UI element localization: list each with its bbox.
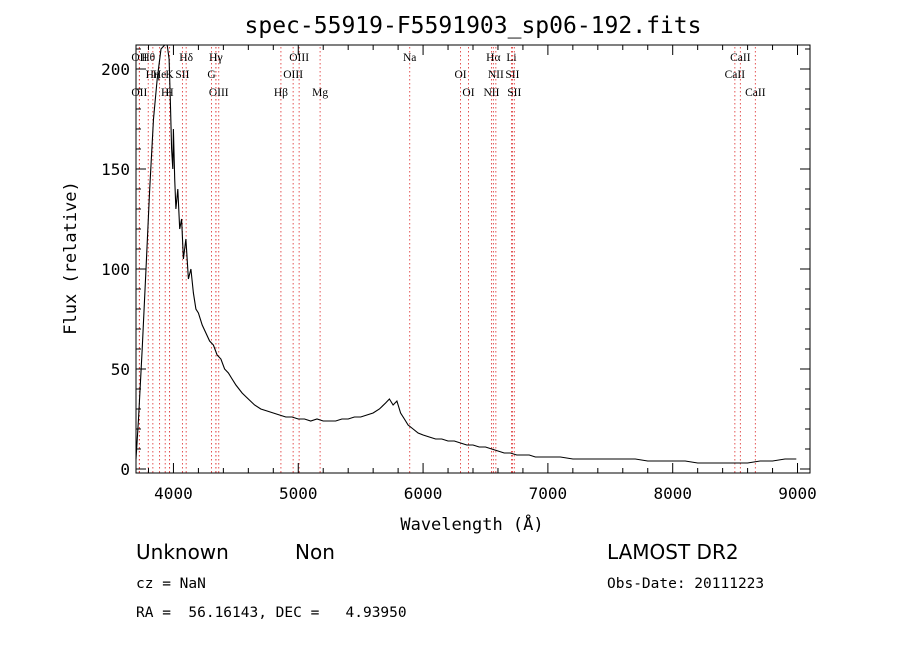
spectral-line-label: H <box>161 87 169 99</box>
spectral-line-label: Hα <box>486 52 500 64</box>
axes: 4000 5000 6000 7000 8000 9000 0 50 100 150 200 <box>101 44 817 503</box>
spectral-line-label: Hγ <box>209 52 222 64</box>
spectral-line-label: NII <box>483 87 499 99</box>
y-tick-label: 200 <box>101 60 130 79</box>
x-tick-label: 5000 <box>279 484 318 503</box>
spectral-line-label: Hθ <box>141 52 155 64</box>
x-tick-label: 9000 <box>778 484 817 503</box>
spectral-line-label: OII <box>131 87 147 99</box>
spectral-line-label: SII <box>507 87 521 99</box>
spectral-line-label: CaII <box>730 52 751 64</box>
spectral-line-label: OIII <box>283 69 303 81</box>
spectral-line-label: He <box>153 69 166 81</box>
spectral-line-label: OI <box>454 69 466 81</box>
spectral-line-label: G <box>207 69 215 81</box>
spectrum-line <box>135 44 797 464</box>
obs-date-label: Obs-Date: 20111223 <box>607 576 765 592</box>
subclass-label: Non <box>295 540 335 564</box>
spectral-line-label: SII <box>505 69 519 81</box>
spectrum-plot-area <box>135 44 797 464</box>
spectral-line-label: Hγ <box>209 52 222 64</box>
y-axis-label: Flux (relative) <box>61 181 81 335</box>
x-tick-label: 7000 <box>529 484 568 503</box>
y-tick-label: 50 <box>111 360 130 379</box>
x-tick-label: 4000 <box>154 484 193 503</box>
spectral-line-label: Hη <box>146 69 160 81</box>
spectral-line-label: Na <box>403 52 416 64</box>
spectral-line-label: NII <box>488 69 504 81</box>
y-tick-label: 100 <box>101 260 130 279</box>
spectral-line-label: Hβ <box>274 87 288 99</box>
spectral-line-label: Mg <box>312 87 328 99</box>
spectral-line-label: OII <box>131 52 147 64</box>
spectral-line-markers: HθHηOIIOIIHeHHγKHHδSIIOIIIHγGHβOIIIOIIIM… <box>131 47 766 473</box>
coordinates-label: RA = 56.16143, DEC = 4.93950 <box>136 605 407 621</box>
spectral-line-label: Hδ <box>179 52 193 64</box>
spectral-line-label: CaII <box>725 69 746 81</box>
redshift-label: cz = NaN <box>136 576 206 592</box>
x-tick-label: 6000 <box>404 484 443 503</box>
spectral-line-label: SII <box>175 69 189 81</box>
plot-frame <box>135 44 811 474</box>
y-tick-label: 150 <box>101 160 130 179</box>
y-tick-label: 0 <box>120 460 130 479</box>
spectral-line-label: OIII <box>209 87 229 99</box>
chart-title: spec-55919-F5591903_sp06-192.fits <box>245 13 702 39</box>
survey-label: LAMOST DR2 <box>607 540 739 564</box>
spectral-line-label: OI <box>462 87 474 99</box>
x-axis-label: Wavelength (Å) <box>400 513 543 535</box>
x-tick-label: 8000 <box>653 484 692 503</box>
spectral-line-label: OIII <box>289 52 309 64</box>
spectral-line-label: CaII <box>745 87 766 99</box>
spectral-line-label: Li <box>506 52 516 64</box>
class-label: Unknown <box>136 540 229 564</box>
